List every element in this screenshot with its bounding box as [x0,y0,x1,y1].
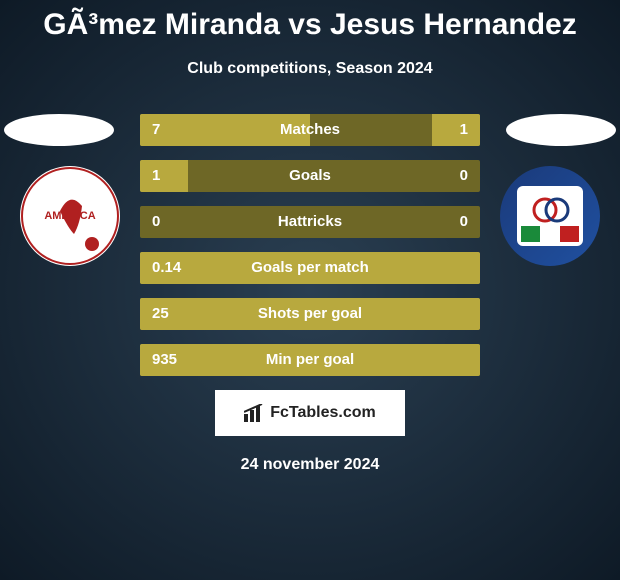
right-ellipse [506,114,616,146]
right-club-crest-icon [517,186,583,246]
stat-label: Goals [140,160,480,192]
stat-row: 25Shots per goal [140,298,480,330]
page-subtitle: Club competitions, Season 2024 [0,60,620,78]
stat-row: 1Goals0 [140,160,480,192]
stat-row: 935Min per goal [140,344,480,376]
comparison-panel: AMERICA 7Matches11Goals00Hattricks00.14G… [0,114,620,376]
left-club-badge: AMERICA [20,166,120,266]
stat-label: Hattricks [140,206,480,238]
stat-label: Min per goal [140,344,480,376]
stats-list: 7Matches11Goals00Hattricks00.14Goals per… [140,114,480,376]
brand-badge[interactable]: FcTables.com [215,390,405,436]
stat-row: 7Matches1 [140,114,480,146]
chart-icon [244,404,266,422]
date-label: 24 november 2024 [0,456,620,474]
brand-text: FcTables.com [270,404,376,422]
stat-value-right: 1 [460,114,468,146]
page-title: GÃ³mez Miranda vs Jesus Hernandez [0,0,620,42]
stat-row: 0Hattricks0 [140,206,480,238]
left-club-crest-icon [20,166,120,266]
stat-row: 0.14Goals per match [140,252,480,284]
right-club-badge [500,166,600,266]
stat-label: Shots per goal [140,298,480,330]
stat-label: Goals per match [140,252,480,284]
stat-value-right: 0 [460,206,468,238]
stat-value-right: 0 [460,160,468,192]
stat-label: Matches [140,114,480,146]
left-ellipse [4,114,114,146]
